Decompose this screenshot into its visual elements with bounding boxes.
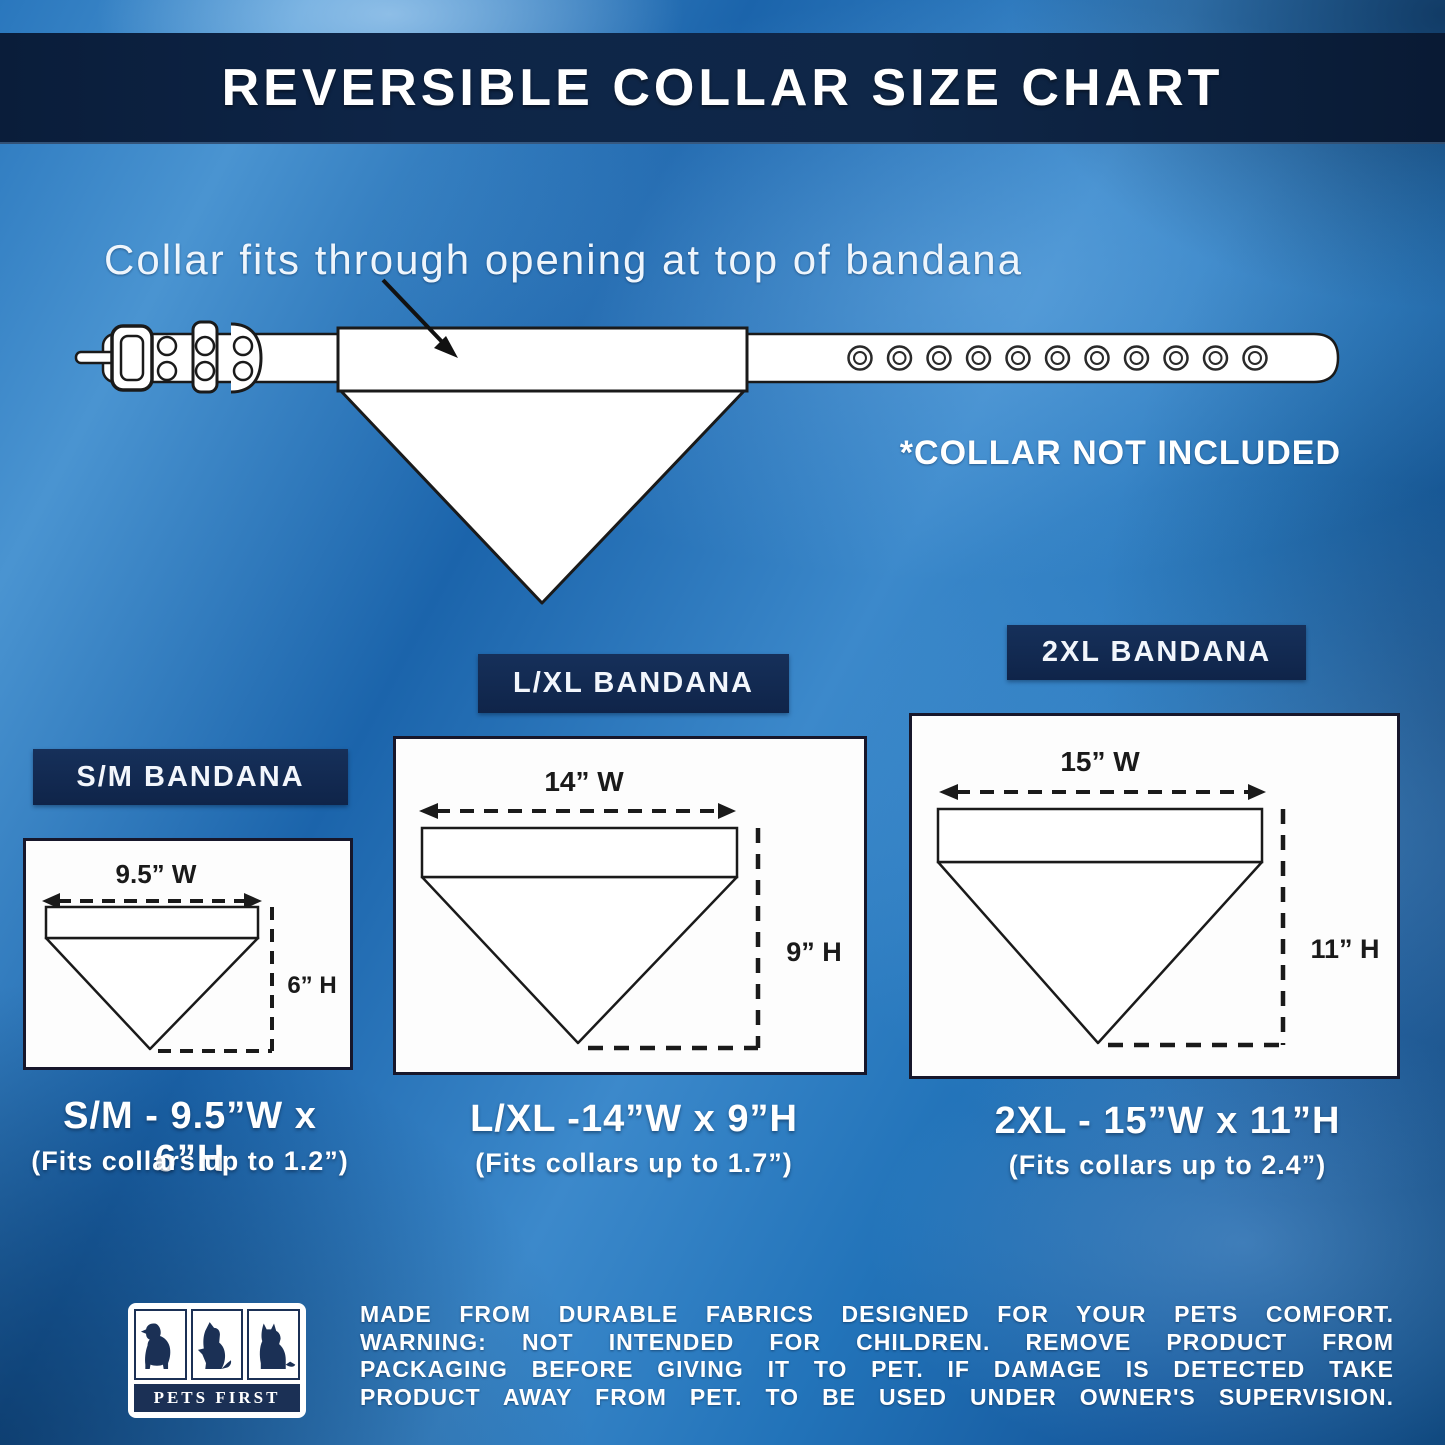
disclaimer-line-2: WARNING: NOT INTENDED FOR CHILDREN. REMO… bbox=[360, 1328, 1394, 1355]
xxl-panel-label-text: 2XL BANDANA bbox=[1041, 636, 1272, 668]
lxl-caption: L/XL -14”W x 9”H bbox=[470, 1098, 798, 1140]
sm-panel-box: 9.5” W 6” H bbox=[23, 838, 353, 1070]
xxl-caption: 2XL - 15”W x 11”H bbox=[994, 1100, 1341, 1142]
collar-bandana-diagram bbox=[74, 278, 1340, 605]
sm-panel-label: S/M BANDANA bbox=[33, 749, 348, 805]
lxl-diagram: 14” W 9” H bbox=[419, 766, 842, 1051]
logo-cell-1 bbox=[134, 1309, 187, 1380]
xxl-diagram: 15” W 11” H bbox=[936, 746, 1380, 1048]
collar-eyelets bbox=[847, 345, 1268, 371]
xxl-panel-box: 15” W 11” H bbox=[909, 713, 1400, 1079]
logo-wordmark: PETS FIRST bbox=[134, 1384, 300, 1412]
lxl-width-arrow bbox=[419, 803, 736, 819]
lxl-panel-box: 14” W 9” H bbox=[393, 736, 867, 1075]
xxl-width-arrow bbox=[939, 784, 1266, 800]
collar-not-included-note: *COLLAR NOT INCLUDED bbox=[899, 434, 1341, 472]
xxl-panel-label: 2XL BANDANA bbox=[1007, 625, 1306, 680]
disclaimer-line-3: PACKAGING BEFORE GIVING IT TO PET. IF DA… bbox=[360, 1356, 1394, 1382]
pointer-arrow bbox=[381, 278, 458, 358]
disclaimer-line-1: MADE FROM DURABLE FABRICS DESIGNED FOR Y… bbox=[360, 1301, 1394, 1327]
bandana-shape bbox=[336, 326, 749, 605]
xxl-width-measure-label: 15” W bbox=[1060, 746, 1140, 777]
strap-holes bbox=[156, 335, 254, 382]
dog-howling-icon bbox=[197, 1322, 232, 1369]
lxl-width-measure-label: 14” W bbox=[544, 766, 624, 797]
sm-diagram: 9.5” W 6” H bbox=[42, 859, 337, 1053]
sm-bandana-outline bbox=[44, 905, 260, 1051]
sm-width-arrow bbox=[42, 893, 262, 909]
collar-buckle bbox=[74, 320, 263, 394]
xxl-bandana-outline bbox=[936, 807, 1264, 1045]
sm-caption: S/M - 9.5”W x 6”H bbox=[63, 1095, 317, 1180]
sm-height-measure-label: 6” H bbox=[287, 972, 336, 999]
lxl-panel-label-text: L/XL BANDANA bbox=[513, 667, 754, 699]
lxl-panel-label: L/XL BANDANA bbox=[478, 654, 789, 713]
sm-panel-label-text: S/M BANDANA bbox=[76, 760, 305, 793]
lxl-height-guides bbox=[588, 828, 761, 1051]
sm-height-guides bbox=[158, 907, 274, 1053]
lxl-bandana-outline bbox=[420, 826, 739, 1045]
lxl-height-measure-label: 9” H bbox=[786, 937, 842, 967]
xxl-fits-note: (Fits collars up to 2.4”) bbox=[1008, 1150, 1327, 1180]
xxl-height-guides bbox=[1108, 809, 1286, 1048]
dog-shepherd-icon bbox=[259, 1323, 295, 1369]
logo-cell-3 bbox=[247, 1309, 301, 1380]
disclaimer-block: MADE FROM DURABLE FABRICS DESIGNED FOR Y… bbox=[360, 1301, 1394, 1411]
sm-fits-note: (Fits collars up to 1.2”) bbox=[31, 1146, 349, 1176]
logo-cell-2 bbox=[190, 1309, 244, 1380]
xxl-height-measure-label: 11” H bbox=[1310, 934, 1379, 964]
disclaimer-line-4: PRODUCT AWAY FROM PET. TO BE USED UNDER … bbox=[360, 1383, 1394, 1410]
logo-text: PETS FIRST bbox=[153, 1388, 281, 1407]
logo-dog-panels bbox=[134, 1309, 301, 1380]
page-title: REVERSIBLE COLLAR SIZE CHART bbox=[221, 58, 1224, 117]
dog-sitting-icon bbox=[141, 1323, 171, 1369]
sm-width-measure-label: 9.5” W bbox=[116, 859, 197, 889]
instruction-text: Collar fits through opening at top of ba… bbox=[104, 236, 1023, 283]
pets-first-logo: PETS FIRST bbox=[128, 1303, 306, 1418]
lxl-fits-note: (Fits collars up to 1.7”) bbox=[475, 1148, 793, 1178]
title-banner: REVERSIBLE COLLAR SIZE CHART bbox=[0, 33, 1445, 144]
